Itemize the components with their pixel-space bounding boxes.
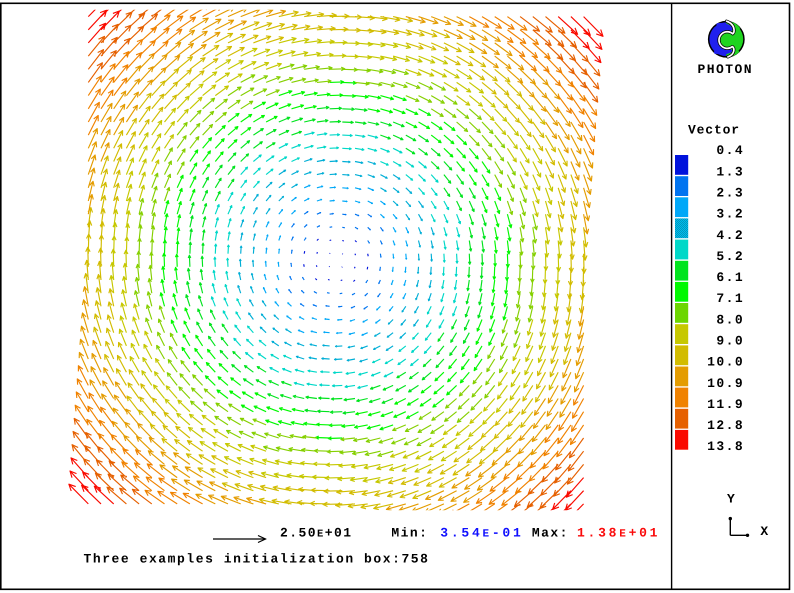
svg-text:2.3: 2.3 (716, 185, 744, 200)
svg-text:Three examples initialization: Three examples initialization box:758 (84, 551, 430, 566)
svg-text:3.54E-01: 3.54E-01 (440, 526, 523, 541)
svg-text:7.1: 7.1 (716, 291, 744, 306)
svg-text:12.8: 12.8 (707, 418, 744, 433)
svg-text:8.0: 8.0 (716, 312, 744, 327)
svg-text:13.8: 13.8 (707, 439, 744, 454)
svg-text:2.50E+01: 2.50E+01 (280, 525, 353, 540)
svg-text:Max:: Max: (532, 525, 569, 540)
svg-text:0.4: 0.4 (716, 143, 744, 158)
svg-text:Min:: Min: (391, 525, 428, 540)
svg-text:5.2: 5.2 (716, 249, 744, 264)
svg-text:10.0: 10.0 (707, 355, 744, 370)
svg-text:1.38E+01: 1.38E+01 (577, 526, 660, 541)
svg-text:9.0: 9.0 (716, 334, 744, 349)
svg-text:X: X (760, 524, 769, 539)
svg-text:6.1: 6.1 (716, 270, 744, 285)
svg-text:4.2: 4.2 (716, 228, 744, 243)
svg-text:Vector: Vector (688, 122, 740, 137)
svg-text:10.9: 10.9 (707, 376, 744, 391)
svg-text:3.2: 3.2 (716, 207, 744, 222)
svg-text:1.3: 1.3 (716, 164, 744, 179)
svg-text:PHOTON: PHOTON (698, 62, 754, 77)
svg-text:Y: Y (727, 492, 736, 507)
svg-text:11.9: 11.9 (707, 397, 744, 412)
